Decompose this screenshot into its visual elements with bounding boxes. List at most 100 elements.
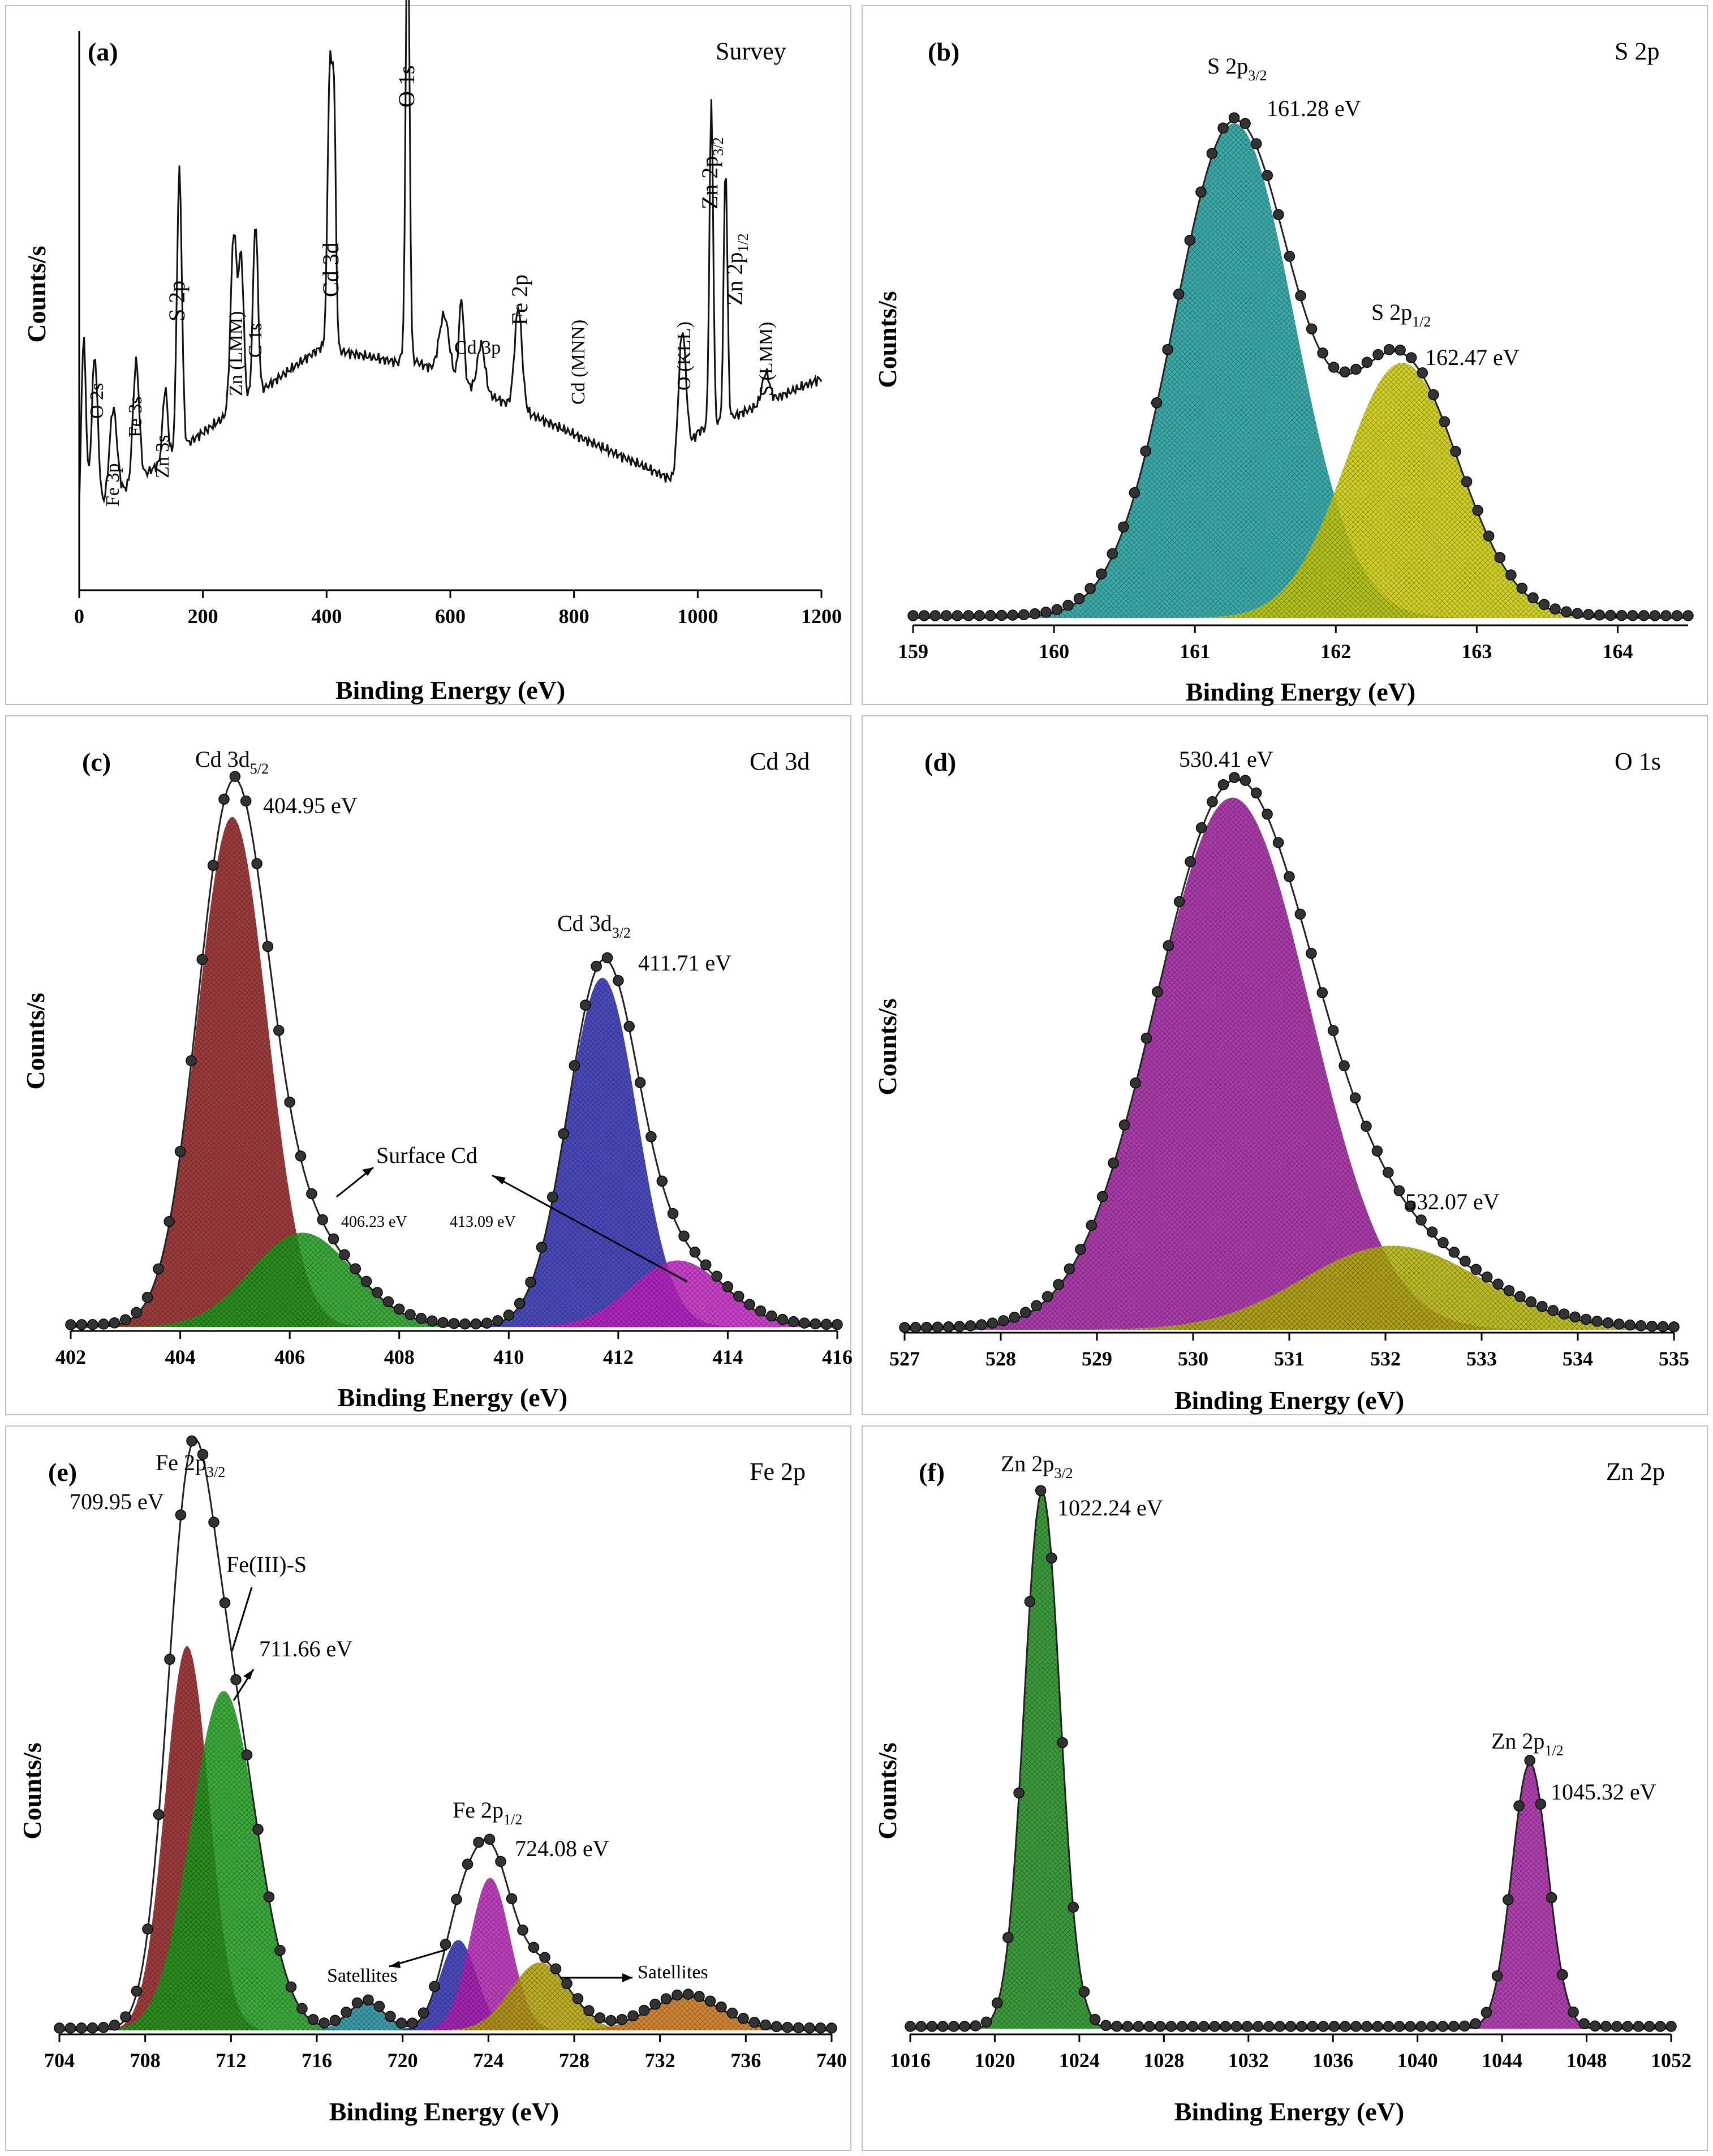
data-point <box>826 2022 837 2034</box>
surface-cd-arrows <box>336 1166 688 1283</box>
component-hatch <box>905 1246 1674 1330</box>
data-point <box>153 1809 165 1820</box>
data-point <box>1426 1226 1438 1238</box>
data-point <box>404 1309 416 1320</box>
data-point <box>1394 344 1406 356</box>
panel-title: Fe 2p <box>750 1458 806 1485</box>
data-point <box>1591 1316 1603 1327</box>
data-point <box>932 1321 944 1333</box>
data-point <box>1019 1307 1031 1318</box>
data-point <box>251 858 262 869</box>
data-point <box>1095 568 1107 579</box>
x-ticks: 159 160 161 162 163 164 <box>898 625 1633 663</box>
data-point <box>1491 1970 1503 1982</box>
data-point <box>1263 2021 1275 2032</box>
x-tick-label: 716 <box>302 2049 332 2072</box>
data-point <box>793 2022 804 2034</box>
x-tick-label: 532 <box>1370 1347 1401 1370</box>
data-point <box>76 2022 87 2034</box>
data-point <box>1649 610 1661 621</box>
data-point <box>1550 603 1561 615</box>
data-point <box>54 2022 65 2034</box>
data-point <box>963 610 974 621</box>
x-tick-label: 704 <box>44 2049 75 2072</box>
data-point <box>1503 1285 1515 1296</box>
data-point <box>350 1263 361 1274</box>
data-point <box>186 1055 197 1067</box>
data-point <box>1229 772 1240 783</box>
data-point <box>1031 1300 1042 1312</box>
panel-frame <box>862 715 1708 1415</box>
x-tick-label: 0 <box>74 605 84 628</box>
data-point <box>1198 2021 1210 2032</box>
data-point <box>120 2011 131 2022</box>
data-point <box>1206 148 1218 159</box>
data-point <box>1671 610 1683 621</box>
data-point <box>649 1999 661 2010</box>
data-point <box>1568 2006 1579 2018</box>
data-point <box>929 610 941 621</box>
data-point <box>942 1321 954 1333</box>
data-point <box>196 954 208 965</box>
x-tick-label: 531 <box>1274 1347 1305 1370</box>
data-point <box>1184 234 1196 246</box>
data-point <box>616 2013 628 2025</box>
data-point <box>1405 2021 1416 2032</box>
data-point <box>1660 610 1672 621</box>
plot-area <box>905 1485 1677 2032</box>
x-tick-label: 1052 <box>1651 2049 1692 2072</box>
plot-area <box>78 0 823 506</box>
data-point <box>591 960 602 972</box>
data-point <box>1064 1263 1075 1275</box>
data-point <box>418 2007 429 2018</box>
y-axis-title: Counts/s <box>873 998 902 1095</box>
data-point <box>1295 290 1306 302</box>
peak-label-fe2p: Fe 2p <box>507 274 532 325</box>
data-point <box>1524 1755 1535 1766</box>
data-point <box>561 1978 573 1990</box>
component-hatch <box>71 1232 837 1327</box>
data-point <box>1284 871 1295 882</box>
data-point <box>1140 445 1151 457</box>
data-point <box>1173 289 1185 300</box>
data-point <box>1295 2021 1307 2032</box>
data-point <box>605 2015 617 2026</box>
data-point <box>1624 1319 1636 1331</box>
value-label-cd3d32: 411.71 eV <box>638 950 731 976</box>
data-point <box>815 2022 827 2034</box>
data-point <box>1086 1219 1097 1231</box>
data-point <box>672 1989 683 2001</box>
data-point <box>645 1131 657 1143</box>
data-point <box>1583 609 1594 620</box>
data-point <box>306 1188 317 1200</box>
data-point <box>1207 796 1218 808</box>
data-point <box>429 1981 440 1992</box>
data-point <box>1130 1077 1141 1089</box>
data-point <box>974 610 985 621</box>
data-point <box>1230 2021 1242 2032</box>
data-point <box>131 1985 143 1997</box>
x-axis-title: Binding Energy (eV) <box>335 676 565 705</box>
data-point <box>1262 809 1273 820</box>
value-label-s2p32: 161.28 eV <box>1267 96 1361 121</box>
arrow-head <box>362 1167 373 1176</box>
data-point <box>1613 1318 1625 1330</box>
data-point <box>1078 1986 1090 1998</box>
x-tick-label: 736 <box>730 2049 761 2072</box>
panel-title: Zn 2p <box>1606 1458 1665 1485</box>
satellites-label-left: Satellites <box>327 1965 398 1986</box>
component-hatch <box>59 1996 832 2030</box>
component-label-s2p32: S 2p3/2 <box>1207 53 1267 84</box>
data-point <box>959 2021 970 2032</box>
peak-label-zn2p32: Zn 2p3/2 <box>697 137 726 209</box>
data-point <box>317 1214 328 1226</box>
data-point <box>948 2021 959 2032</box>
data-point <box>1450 446 1461 457</box>
data-point <box>141 1291 153 1303</box>
data-point <box>1108 1157 1119 1169</box>
peak-label-cd3p: Cd 3p <box>454 337 501 358</box>
data-point <box>372 1287 383 1298</box>
data-point <box>76 1319 88 1330</box>
x-tick-label: 1016 <box>890 2049 931 2072</box>
arrow-head <box>492 1175 506 1184</box>
